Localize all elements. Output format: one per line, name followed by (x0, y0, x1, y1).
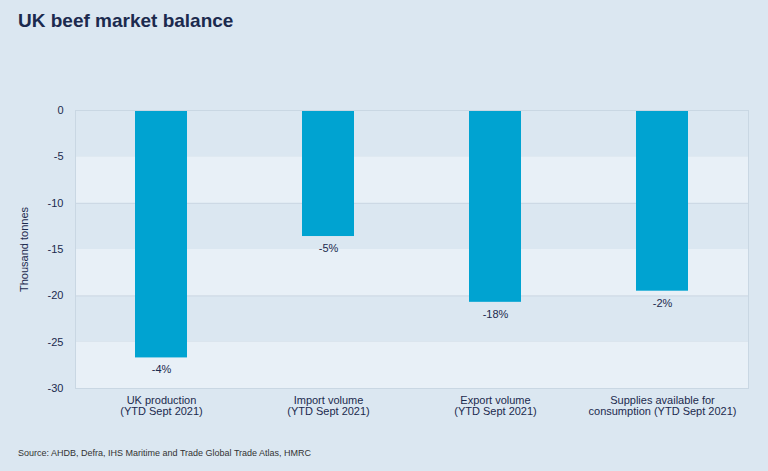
svg-text:Supplies available forconsumpt: Supplies available forconsumption (YTD S… (589, 394, 737, 417)
svg-text:Export volume(YTD Sept 2021): Export volume(YTD Sept 2021) (454, 394, 537, 417)
svg-text:-20: -20 (48, 289, 64, 301)
html-text:UK beef market balance: UK beef market balance (18, 10, 234, 31)
svg-text:-10: -10 (48, 197, 64, 209)
svg-text:Import volume(YTD Sept 2021): Import volume(YTD Sept 2021) (287, 394, 370, 417)
svg-text:Thousand tonnes: Thousand tonnes (18, 206, 30, 292)
svg-text:UK production(YTD Sept 2021): UK production(YTD Sept 2021) (120, 394, 203, 417)
svg-text:-2%: -2% (653, 297, 673, 309)
svg-text:-18%: -18% (483, 308, 509, 320)
svg-text:-5%: -5% (319, 242, 339, 254)
svg-text:0: 0 (57, 104, 63, 116)
svg-text:-25: -25 (48, 336, 64, 348)
svg-text:-4%: -4% (152, 363, 172, 375)
svg-text:-30: -30 (48, 382, 64, 394)
svg-text:-5: -5 (54, 150, 64, 162)
svg-text:-15: -15 (48, 243, 64, 255)
html-text:Source: AHDB, Defra, IHS Marit: Source: AHDB, Defra, IHS Maritime and Tr… (18, 448, 312, 458)
